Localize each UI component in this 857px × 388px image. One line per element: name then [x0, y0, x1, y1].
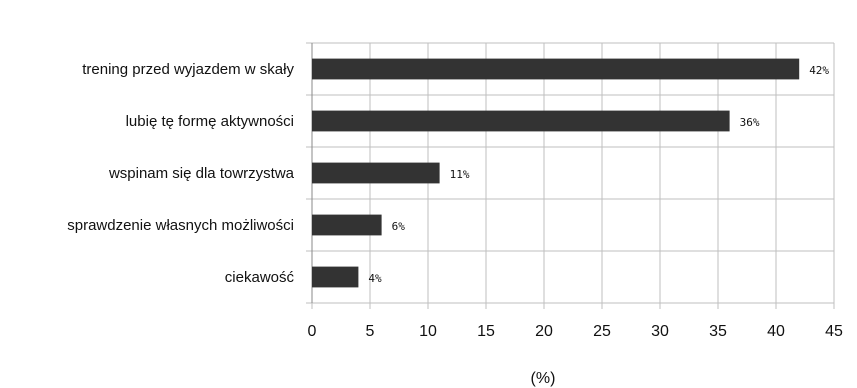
- x-tick-label-5: 5: [366, 323, 375, 340]
- bar-2: [312, 162, 440, 184]
- category-label-1: lubię tę formę aktywności: [126, 113, 294, 130]
- x-tick-label-10: 10: [419, 323, 437, 340]
- x-tick-label-25: 25: [593, 323, 611, 340]
- x-tick-label-20: 20: [535, 323, 553, 340]
- x-tick-label-0: 0: [308, 323, 317, 340]
- data-label-1: 36%: [740, 116, 760, 129]
- x-axis-title: (%): [531, 370, 556, 387]
- category-label-3: sprawdzenie własnych możliwości: [67, 217, 294, 234]
- data-label-0: 42%: [809, 64, 829, 77]
- x-tick-label-40: 40: [767, 323, 785, 340]
- x-tick-label-30: 30: [651, 323, 669, 340]
- bars-layer: [312, 58, 800, 288]
- bar-0: [312, 58, 800, 80]
- bar-4: [312, 266, 359, 288]
- bar-3: [312, 214, 382, 236]
- bar-1: [312, 110, 730, 132]
- data-label-4: 4%: [368, 272, 382, 285]
- category-label-0: trening przed wyjazdem w skały: [82, 61, 294, 78]
- data-label-2: 11%: [450, 168, 470, 181]
- x-tick-label-45: 45: [825, 323, 843, 340]
- labels-layer: 0 5 10 15 20 25 30 35 40 45 trening przed wyjazdem…: [67, 61, 843, 340]
- category-label-4: ciekawość: [225, 269, 295, 286]
- x-tick-label-15: 15: [477, 323, 495, 340]
- x-tick-label-35: 35: [709, 323, 727, 340]
- category-label-2: wspinam się dla towrzystwa: [108, 165, 295, 182]
- data-label-3: 6%: [392, 220, 406, 233]
